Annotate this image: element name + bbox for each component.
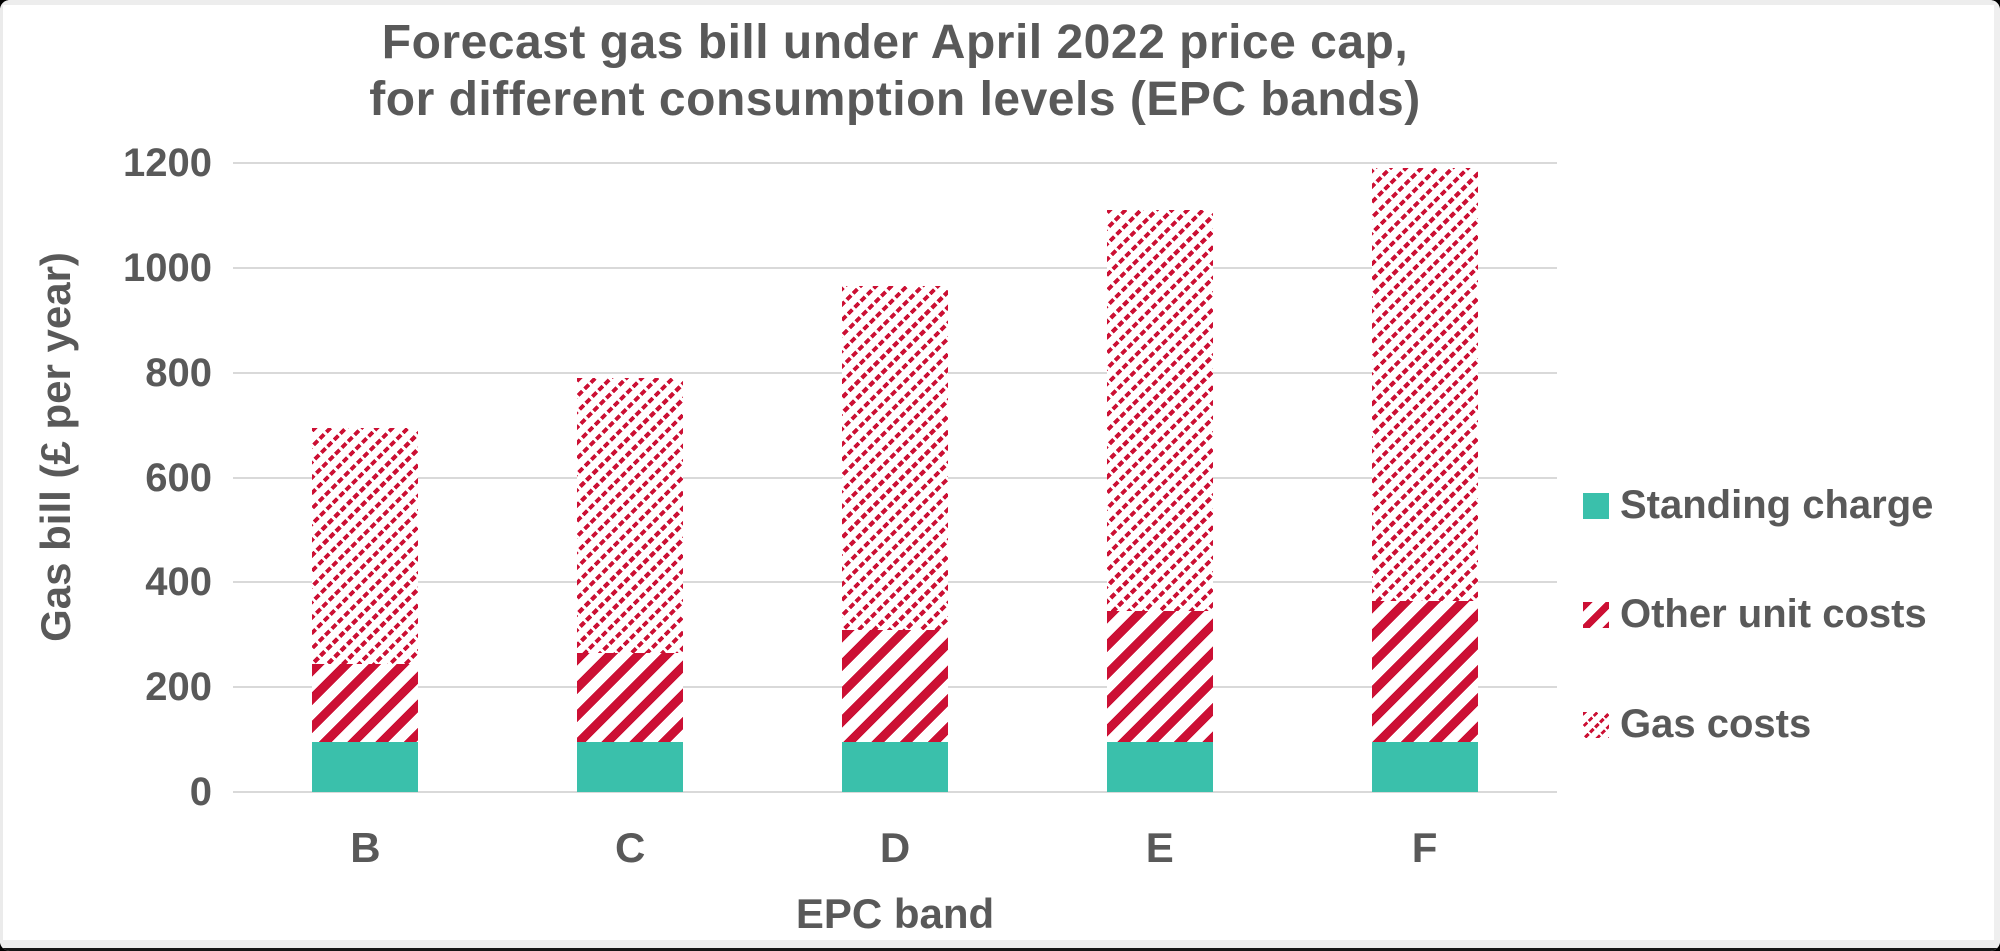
y-tick-label-1200: 1200 [123, 141, 212, 185]
y-tick-label-600: 600 [145, 455, 212, 500]
bar-B-segment-gas-costs [312, 427, 419, 664]
legend-item-gas-costs: Gas costs [1583, 702, 1811, 747]
legend-item-standing-charge: Standing charge [1583, 483, 1933, 528]
bar-D-segment-standing-charge [842, 742, 948, 792]
y-tick-label-200: 200 [145, 665, 212, 710]
legend-item-other-unit-costs: Other unit costs [1583, 592, 1927, 637]
gridline-0 [233, 791, 1557, 793]
x-axis-title: EPC band [795, 890, 995, 937]
bar-C-segment-standing-charge [577, 742, 684, 792]
chart-title-line-1: Forecast gas bill under April 2022 price… [381, 16, 1409, 69]
gridline-1000 [233, 266, 1557, 269]
bar-F-segment-standing-charge [1371, 742, 1478, 792]
window-right-edge [1994, 0, 2000, 951]
bar-F-segment-gas-costs [1371, 168, 1478, 601]
y-tick-label-800: 800 [145, 350, 212, 395]
legend-swatch-other-icon [1583, 601, 1609, 628]
legend-label: Gas costs [1620, 702, 1812, 746]
bar-B-segment-other-unit-costs [312, 663, 419, 743]
gridline-1200 [233, 162, 1557, 164]
window-bottom-edge [0, 940, 2000, 948]
x-tick-label-F: F [1411, 824, 1438, 871]
x-tick-label-E: E [1145, 824, 1174, 871]
y-tick-label-1000: 1000 [123, 245, 212, 290]
x-tick-label-D: D [879, 824, 911, 871]
window-top-edge [0, 0, 2000, 5]
chart-title: Forecast gas bill under April 2022 price… [100, 14, 1690, 128]
bar-F-segment-other-unit-costs [1371, 600, 1478, 743]
legend-swatch-gas-icon [1583, 711, 1609, 738]
bar-E-segment-standing-charge [1106, 742, 1213, 792]
y-tick-label-400: 400 [145, 560, 212, 605]
y-tick-label-0: 0 [189, 770, 212, 814]
bar-C-segment-other-unit-costs [577, 653, 684, 743]
x-tick-label-B: B [350, 824, 381, 871]
window-left-edge [0, 0, 3, 951]
bar-D-segment-gas-costs [842, 286, 948, 630]
chart-title-line-2: for different consumption levels (EPC ba… [369, 73, 1421, 126]
legend-label: Standing charge [1620, 483, 1934, 527]
bar-D-segment-other-unit-costs [842, 629, 948, 743]
x-tick-label-C: C [615, 824, 646, 871]
window-bottom-border [0, 948, 2000, 951]
bar-C-segment-gas-costs [577, 377, 684, 654]
bar-E-segment-gas-costs [1106, 210, 1213, 612]
legend-label: Other unit costs [1620, 592, 1927, 636]
legend-swatch-standing-icon [1583, 492, 1609, 519]
bar-E-segment-other-unit-costs [1106, 611, 1213, 743]
bar-B-segment-standing-charge [312, 742, 419, 792]
